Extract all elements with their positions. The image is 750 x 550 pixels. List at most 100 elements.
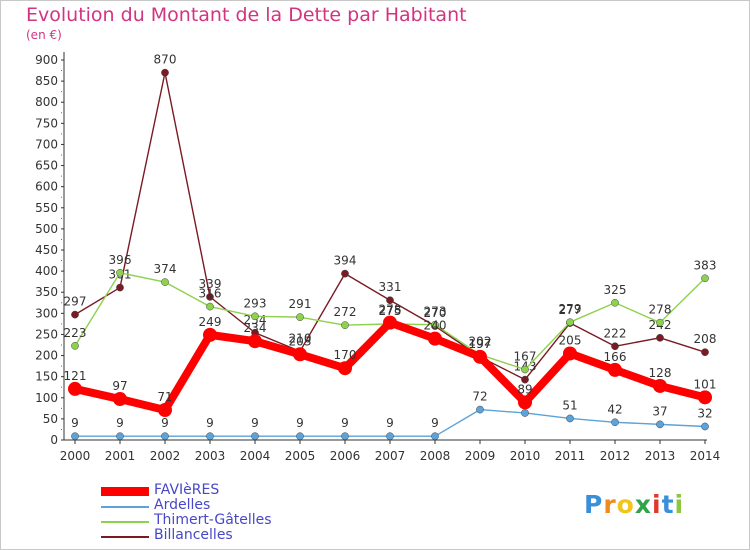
data-point-ardelles: [701, 422, 709, 431]
data-point-billancelles: [656, 333, 664, 342]
data-point-ardelles: [431, 432, 439, 441]
y-tick-label: 450: [35, 243, 58, 257]
x-tick-label: 2006: [330, 449, 361, 463]
data-point-ardelles: [206, 432, 214, 441]
data-label-thimert-g-telles: 202: [469, 335, 492, 349]
data-point-favi-res: [293, 347, 307, 362]
data-label-thimert-g-telles: 278: [649, 303, 672, 317]
data-label-favi-res: 121: [64, 369, 87, 383]
data-label-ardelles: 42: [607, 402, 622, 416]
data-point-thimert-g-telles: [71, 341, 79, 350]
data-label-thimert-g-telles: 223: [64, 326, 87, 340]
x-tick-label: 2012: [600, 449, 631, 463]
data-label-favi-res: 97: [112, 379, 127, 393]
x-tick-label: 2008: [420, 449, 451, 463]
data-point-favi-res: [608, 362, 622, 377]
x-tick-label: 2002: [150, 449, 181, 463]
x-tick-label: 2010: [510, 449, 541, 463]
x-tick-label: 2014: [690, 449, 721, 463]
data-point-thimert-g-telles: [566, 318, 574, 327]
data-label-ardelles: 9: [161, 416, 169, 430]
y-tick-label: 150: [35, 370, 58, 384]
data-point-billancelles: [116, 283, 124, 292]
x-tick-label: 2003: [195, 449, 226, 463]
data-label-billancelles: 270: [424, 306, 447, 320]
data-label-ardelles: 9: [386, 416, 394, 430]
data-label-billancelles: 331: [379, 280, 402, 294]
chart-title: Evolution du Montant de la Dette par Hab…: [26, 4, 467, 26]
legend-swatch-billancelles: [101, 536, 149, 538]
data-point-thimert-g-telles: [116, 268, 124, 277]
data-point-ardelles: [341, 432, 349, 441]
x-tick-label: 2009: [465, 449, 496, 463]
legend-swatch-ardelles: [101, 506, 149, 508]
data-point-ardelles: [296, 432, 304, 441]
y-minor-mark: [61, 260, 62, 262]
y-minor-mark: [61, 323, 62, 325]
data-point-billancelles: [161, 68, 169, 77]
y-tick-label: 700: [35, 137, 58, 151]
y-tick-label: 500: [35, 222, 58, 236]
data-label-thimert-g-telles: 275: [379, 304, 402, 318]
data-point-ardelles: [656, 420, 664, 429]
data-point-favi-res: [158, 403, 172, 418]
y-tick-label: 800: [35, 95, 58, 109]
chart-subtitle: (en €): [26, 28, 62, 42]
data-point-billancelles: [71, 310, 79, 319]
logo-letter: i: [674, 490, 685, 519]
data-label-ardelles: 9: [296, 416, 304, 430]
data-label-thimert-g-telles: 167: [514, 349, 537, 363]
legend-swatch-thimert-gatelles: [101, 521, 149, 523]
data-label-thimert-g-telles: 316: [199, 287, 222, 301]
y-tick-label: 50: [43, 412, 58, 426]
data-point-ardelles: [386, 432, 394, 441]
data-point-thimert-g-telles: [701, 274, 709, 283]
y-minor-mark: [61, 365, 62, 367]
data-label-thimert-g-telles: 291: [289, 297, 312, 311]
y-minor-mark: [61, 302, 62, 304]
y-tick-label: 250: [35, 327, 58, 341]
x-tick-label: 2005: [285, 449, 316, 463]
data-point-favi-res: [338, 361, 352, 376]
data-point-billancelles: [386, 296, 394, 305]
y-tick-label: 550: [35, 201, 58, 215]
data-label-thimert-g-telles: 279: [559, 302, 582, 316]
data-label-favi-res: 249: [199, 315, 222, 329]
x-tick-label: 2013: [645, 449, 676, 463]
data-label-favi-res: 89: [517, 382, 532, 396]
data-label-thimert-g-telles: 293: [244, 296, 267, 310]
data-point-ardelles: [566, 414, 574, 423]
y-minor-mark: [61, 112, 62, 114]
data-label-ardelles: 37: [652, 404, 667, 418]
data-point-favi-res: [113, 392, 127, 407]
x-tick-label: 2001: [105, 449, 136, 463]
y-tick-label: 400: [35, 264, 58, 278]
y-tick-label: 750: [35, 116, 58, 130]
data-label-thimert-g-telles: 374: [154, 262, 177, 276]
data-label-favi-res: 166: [604, 350, 627, 364]
logo-letter: r: [603, 490, 617, 519]
y-tick-label: 350: [35, 285, 58, 299]
data-point-favi-res: [518, 395, 532, 410]
legend-swatch-favieres: [101, 487, 149, 496]
data-label-thimert-g-telles: 396: [109, 253, 132, 267]
logo-letter: t: [661, 490, 675, 519]
data-label-billancelles: 277: [559, 303, 582, 317]
y-minor-mark: [61, 281, 62, 283]
data-label-favi-res: 205: [559, 333, 582, 347]
y-minor-mark: [61, 217, 62, 219]
data-label-thimert-g-telles: 383: [694, 258, 717, 272]
legend-label-billancelles: Billancelles: [154, 527, 233, 543]
data-point-favi-res: [698, 390, 712, 405]
data-label-ardelles: 9: [71, 416, 79, 430]
data-label-thimert-g-telles: 272: [334, 305, 357, 319]
data-point-billancelles: [206, 293, 214, 301]
data-point-ardelles: [71, 432, 79, 441]
data-point-thimert-g-telles: [341, 321, 349, 330]
data-label-billancelles: 210: [289, 331, 312, 345]
data-label-favi-res: 128: [649, 366, 672, 380]
data-point-favi-res: [203, 327, 217, 342]
data-point-thimert-g-telles: [206, 302, 214, 311]
data-point-ardelles: [521, 409, 529, 417]
